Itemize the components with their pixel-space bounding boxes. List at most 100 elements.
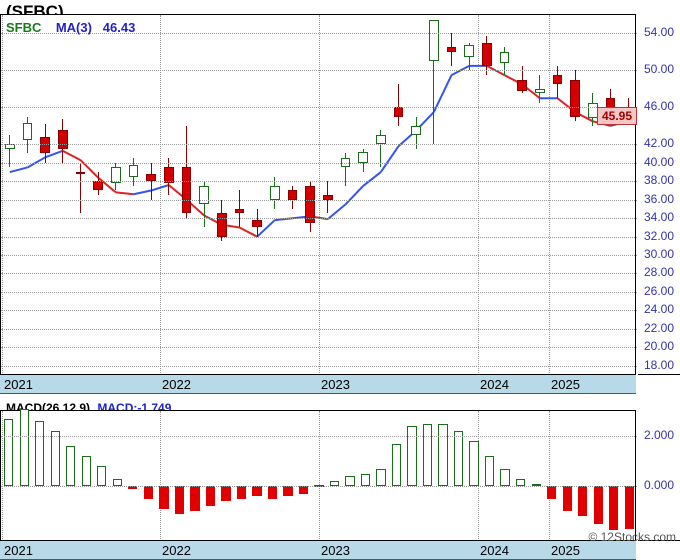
candle-body-30[interactable]: [535, 89, 545, 94]
price-gridline-50.00: [1, 70, 637, 71]
macd-bar-29[interactable]: [454, 431, 463, 486]
price-axis-label-24.00: 24.00: [644, 302, 674, 316]
candle-body-8[interactable]: [146, 174, 156, 181]
candle-body-25[interactable]: [447, 47, 457, 52]
macd-bar-12[interactable]: [190, 486, 199, 511]
macd-bar-17[interactable]: [268, 486, 277, 499]
macd-axis-labels: 2.000 0.000: [638, 410, 680, 540]
macd-bar-37[interactable]: [578, 486, 587, 516]
price-axis-label-36.00: 36.00: [644, 192, 674, 206]
macd-bar-32[interactable]: [500, 469, 509, 487]
price-axis-label-34.00: 34.00: [644, 210, 674, 224]
xaxis-label-2024-priceXAxisBand[interactable]: 2024: [480, 377, 509, 392]
candle-wick-22[interactable]: [398, 84, 399, 126]
ma-line-segment-3: [63, 151, 81, 160]
macd-bar-10[interactable]: [159, 486, 168, 509]
candle-body-5[interactable]: [93, 181, 103, 190]
legend-ma-value: 46.43: [103, 20, 136, 35]
macd-bar-30[interactable]: [469, 441, 478, 486]
candle-body-22[interactable]: [394, 107, 404, 116]
macd-bar-3[interactable]: [51, 431, 60, 486]
candle-body-23[interactable]: [411, 126, 421, 135]
candle-body-14[interactable]: [252, 220, 262, 227]
price-chart-panel[interactable]: 45.95: [0, 14, 636, 374]
price-axis-label-50.00: 50.00: [644, 62, 674, 76]
macd-bar-40[interactable]: [625, 486, 634, 529]
macd-bar-0[interactable]: [4, 419, 13, 487]
candle-body-7[interactable]: [129, 165, 139, 177]
price-axis-label-42.00: 42.00: [644, 136, 674, 150]
xaxis-label-2022-macdXAxisBand[interactable]: 2022: [162, 543, 191, 558]
macd-bar-2[interactable]: [35, 421, 44, 486]
macd-bar-1[interactable]: [20, 409, 29, 487]
macd-bar-9[interactable]: [144, 486, 153, 499]
xaxis-label-2023-priceXAxisBand[interactable]: 2023: [321, 377, 350, 392]
xaxis-label-2021-macdXAxisBand[interactable]: 2021: [4, 543, 33, 558]
candle-body-12[interactable]: [217, 213, 227, 236]
macd-bar-36[interactable]: [563, 486, 572, 511]
candle-body-31[interactable]: [553, 75, 563, 84]
macd-bar-28[interactable]: [438, 424, 447, 487]
candle-body-20[interactable]: [358, 152, 368, 163]
macd-chart-panel[interactable]: [0, 410, 636, 540]
price-xaxis-band[interactable]: 2021 2022 2023 2024 2025: [0, 374, 636, 394]
macd-bar-23[interactable]: [361, 474, 370, 487]
macd-gridline-2.000: [1, 436, 637, 437]
candle-body-27[interactable]: [482, 43, 492, 66]
candle-body-24[interactable]: [429, 20, 439, 62]
xaxis-label-2025-priceXAxisBand[interactable]: 2025: [551, 377, 580, 392]
macd-bar-27[interactable]: [423, 424, 432, 487]
site-watermark: © 12Stocks.com: [588, 530, 676, 544]
candle-body-29[interactable]: [517, 80, 527, 91]
chart-legend: SFBC MA(3) 46.43: [6, 20, 135, 35]
macd-bar-15[interactable]: [237, 486, 246, 499]
price-axis-label-20.00: 20.00: [644, 339, 674, 353]
macd-gridline-0.000: [1, 486, 637, 487]
ma-line-segment-21: [381, 146, 399, 172]
price-gridline-30.00: [1, 255, 637, 256]
macd-bar-25[interactable]: [392, 444, 401, 487]
macd-xaxis-band[interactable]: 2021 2022 2023 2024 2025: [0, 540, 636, 560]
macd-bar-31[interactable]: [485, 456, 494, 486]
macd-bar-5[interactable]: [82, 456, 91, 486]
macd-bar-39[interactable]: [609, 486, 618, 530]
price-axis-label-38.00: 38.00: [644, 173, 674, 187]
macd-bar-24[interactable]: [376, 469, 385, 487]
candle-body-11[interactable]: [199, 186, 209, 204]
candle-body-32[interactable]: [570, 80, 580, 117]
xaxis-label-2021-priceXAxisBand[interactable]: 2021: [4, 377, 33, 392]
macd-bar-16[interactable]: [252, 486, 261, 496]
macd-bar-4[interactable]: [66, 446, 75, 486]
macd-axis-label-0.000: 0.000: [644, 478, 674, 492]
macd-bar-18[interactable]: [283, 486, 292, 496]
price-axis-label-32.00: 32.00: [644, 229, 674, 243]
candle-body-10[interactable]: [182, 167, 192, 213]
xaxis-label-2025-macdXAxisBand[interactable]: 2025: [551, 543, 580, 558]
candle-body-28[interactable]: [500, 52, 510, 63]
macd-bar-26[interactable]: [407, 426, 416, 486]
candle-body-3[interactable]: [58, 130, 68, 148]
candle-body-4[interactable]: [76, 172, 86, 174]
macd-bar-14[interactable]: [221, 486, 230, 501]
candle-body-26[interactable]: [464, 45, 474, 57]
macd-bar-22[interactable]: [345, 476, 354, 486]
macd-bar-7[interactable]: [113, 479, 122, 487]
candle-body-13[interactable]: [235, 209, 245, 214]
ma-line-segment-7: [134, 191, 152, 195]
macd-bar-33[interactable]: [516, 479, 525, 487]
xaxis-label-2022-priceXAxisBand[interactable]: 2022: [162, 377, 191, 392]
ma-line-segment-20: [363, 172, 381, 186]
candle-body-16[interactable]: [288, 190, 298, 199]
candle-body-21[interactable]: [376, 135, 386, 144]
candle-body-15[interactable]: [270, 186, 280, 200]
xaxis-label-2024-macdXAxisBand[interactable]: 2024: [480, 543, 509, 558]
macd-bar-6[interactable]: [97, 466, 106, 486]
macd-bar-35[interactable]: [547, 486, 556, 499]
macd-bar-13[interactable]: [206, 486, 215, 506]
macd-bar-19[interactable]: [299, 486, 308, 494]
xaxis-label-2023-macdXAxisBand[interactable]: 2023: [321, 543, 350, 558]
macd-bar-38[interactable]: [594, 486, 603, 524]
candle-wick-4[interactable]: [80, 163, 81, 214]
macd-bar-11[interactable]: [175, 486, 184, 514]
candle-body-1[interactable]: [23, 123, 33, 140]
